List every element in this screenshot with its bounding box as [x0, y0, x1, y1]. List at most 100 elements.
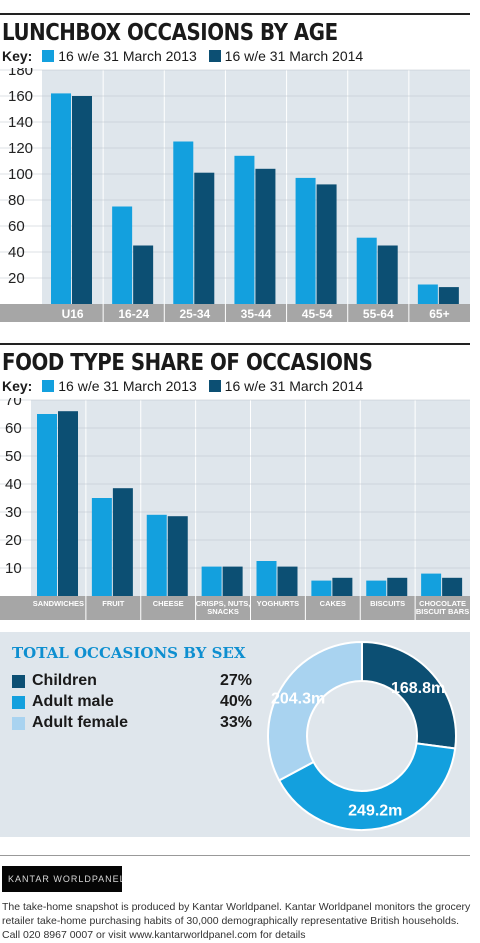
category-label: YOGHURTS [257, 599, 300, 608]
bar-16-24-2013 [112, 206, 133, 304]
bar-16-24-2014 [133, 245, 154, 304]
bar-sandwiches-2014 [58, 411, 78, 596]
legend-swatch-2013 [42, 50, 55, 62]
category-label: 35-44 [241, 307, 272, 321]
bar-35-44-2014 [255, 168, 276, 304]
y-tick-label: 160 [8, 88, 33, 105]
legend-swatch-2014 [208, 380, 221, 392]
category-label: U16 [62, 307, 84, 321]
legend-row-children: Children 27% [12, 672, 252, 692]
legend-swatch-2013 [42, 380, 55, 392]
category-label: 65+ [429, 307, 449, 321]
y-tick-label: 50 [5, 448, 22, 465]
y-tick-label: 20 [8, 270, 25, 287]
category-label: 45-54 [302, 307, 333, 321]
legend-label-2013: 16 w/e 31 March 2013 [58, 48, 197, 64]
children-percent: 27% [219, 672, 252, 689]
key-label: Key: [2, 378, 33, 394]
bar-cakes-2014 [332, 577, 353, 596]
chart2-key: Key: 16 w/e 31 March 2013 16 w/e 31 Marc… [2, 378, 363, 394]
y-tick-label: 20 [5, 532, 22, 549]
category-label: 16-24 [118, 307, 149, 321]
donut-value-label: 249.2m [348, 802, 402, 819]
children-label: Children [32, 672, 97, 689]
category-label: CAKES [320, 599, 346, 608]
bar-45-54-2014 [316, 184, 337, 304]
chart2-title: FOOD TYPE SHARE OF OCCASIONS [2, 350, 373, 376]
bar-cakes-2013 [311, 580, 332, 596]
adult-female-swatch [12, 717, 25, 730]
category-label: BISCUITS [370, 599, 405, 608]
bar-biscuits-2013 [366, 580, 387, 596]
category-label: SNACKS [207, 607, 239, 616]
donut-slice-adult-female [267, 640, 363, 782]
category-label: CHOCOLATE [419, 599, 466, 608]
y-tick-label: 140 [8, 114, 33, 131]
bar-yoghurts-2014 [277, 566, 298, 596]
y-tick-label: 180 [8, 68, 33, 79]
bar-55-64-2013 [356, 237, 377, 304]
sex-panel: TOTAL OCCASIONS BY SEX Children 27% Adul… [0, 632, 470, 837]
donut-value-label: 168.8m [391, 680, 445, 697]
bar-65--2013 [417, 284, 438, 304]
y-tick-label: 60 [8, 218, 25, 235]
bar-25-34-2014 [194, 172, 215, 304]
bar-yoghurts-2013 [256, 561, 277, 596]
mid-rule [0, 343, 470, 345]
legend-row-adult-female: Adult female 33% [12, 714, 252, 734]
bar-55-64-2014 [377, 245, 398, 304]
bar-25-34-2013 [173, 141, 194, 304]
y-tick-label: 80 [8, 192, 25, 209]
donut-value-label: 204.3m [271, 691, 325, 708]
bar-sandwiches-2013 [37, 414, 57, 596]
category-axis-bar [0, 304, 470, 322]
adult-female-label: Adult female [32, 714, 129, 731]
y-tick-label: 40 [8, 244, 25, 261]
y-tick-label: 60 [5, 420, 22, 437]
legend-label-2014: 16 w/e 31 March 2014 [224, 378, 364, 394]
age-bar-chart: 20 40 60 80 100 120 140 160 180 U16 16-24 25-34 35-4… [0, 68, 470, 322]
legend-label-2013: 16 w/e 31 March 2013 [58, 378, 197, 394]
bar-cheese-2013 [146, 514, 167, 596]
category-label: CRISPS, NUTS, [196, 599, 251, 608]
top-rule [0, 13, 470, 15]
kantar-worldpanel-logo: KANTAR WORLDPANEL [2, 866, 122, 892]
footnote: The take-home snapshot is produced by Ka… [2, 901, 471, 941]
category-label: FRUIT [102, 599, 124, 608]
adult-male-percent: 40% [219, 693, 252, 710]
donut-slice-adult-male [277, 742, 457, 831]
adult-male-label: Adult male [32, 693, 114, 710]
category-label: BISCUIT BARS [416, 607, 469, 616]
y-tick-label: 10 [5, 560, 22, 577]
adult-female-percent: 33% [219, 714, 252, 731]
bar-crisps-nuts-snacks-2014 [222, 566, 243, 596]
legend-swatch-2014 [208, 50, 221, 62]
chart1-title: LUNCHBOX OCCASIONS BY AGE [2, 20, 338, 46]
sex-panel-title: TOTAL OCCASIONS BY SEX [12, 644, 246, 662]
legend-row-adult-male: Adult male 40% [12, 693, 252, 713]
y-tick-label: 120 [8, 140, 33, 157]
category-axis-bar [0, 596, 470, 620]
bar-45-54-2013 [295, 177, 316, 304]
bar-35-44-2013 [234, 155, 255, 304]
category-label: CHEESE [153, 599, 184, 608]
key-label: Key: [2, 48, 33, 64]
bar-fruit-2014 [112, 488, 133, 596]
y-tick-label: 100 [8, 166, 33, 183]
bar-chocolate-biscuit-bars-2014 [442, 577, 463, 596]
bar-crisps-nuts-snacks-2013 [201, 566, 222, 596]
sex-donut-chart: 168.8m 249.2m 204.3m [267, 640, 457, 831]
bar-u16-2014 [72, 96, 92, 304]
y-tick-label: 70 [5, 398, 22, 409]
category-label: 55-64 [363, 307, 394, 321]
adult-male-swatch [12, 696, 25, 709]
y-tick-label: 40 [5, 476, 22, 493]
category-label: SANDWICHES [33, 599, 84, 608]
bar-cheese-2014 [167, 516, 188, 596]
bottom-rule [0, 855, 470, 856]
children-swatch [12, 675, 25, 688]
bar-65--2014 [438, 287, 459, 304]
bar-chocolate-biscuit-bars-2013 [421, 573, 442, 596]
chart1-key: Key: 16 w/e 31 March 2013 16 w/e 31 Marc… [2, 48, 363, 64]
legend-label-2014: 16 w/e 31 March 2014 [224, 48, 364, 64]
